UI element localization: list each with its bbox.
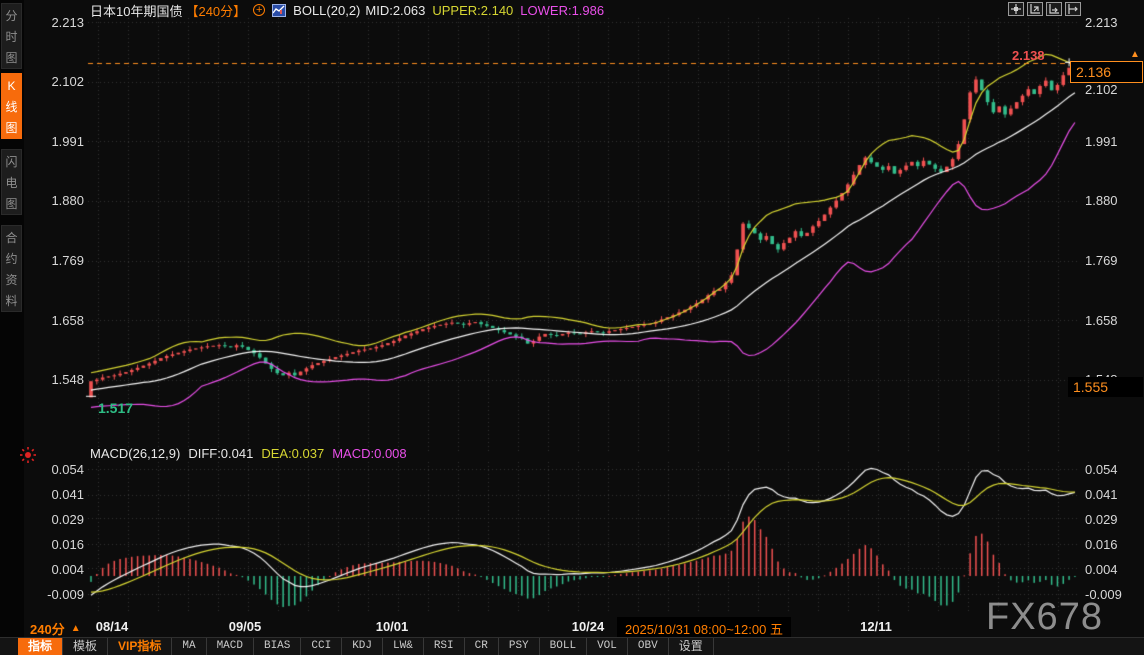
macd-ytick-left-0: 0.054 bbox=[51, 462, 84, 477]
tab-psy[interactable]: PSY bbox=[499, 638, 540, 655]
sidebar-item-contract-info[interactable]: 合约资料 bbox=[1, 225, 22, 312]
x-tick-0: 08/14 bbox=[95, 619, 129, 634]
sidebar-item-timeline[interactable]: 分时图 bbox=[1, 3, 22, 69]
x-tick-4: 12/11 bbox=[860, 619, 892, 634]
sidebar-item-flash[interactable]: 闪电图 bbox=[1, 149, 22, 215]
macd-ytick-left-3: 0.016 bbox=[51, 537, 84, 552]
macd-ytick-right-1: 0.041 bbox=[1085, 487, 1118, 502]
scroll-latest-icon[interactable]: ▲ bbox=[1130, 49, 1140, 60]
shift-right-icon[interactable] bbox=[1065, 2, 1081, 16]
macd-ytick-right-2: 0.029 bbox=[1085, 512, 1118, 527]
tab-cci[interactable]: CCI bbox=[301, 638, 343, 655]
main-ytick-right-0: 2.213 bbox=[1085, 15, 1118, 30]
main-ytick-left-5: 1.658 bbox=[51, 313, 84, 328]
axis-scale-x-icon[interactable] bbox=[1027, 2, 1043, 16]
macd-dea-value: DEA:0.037 bbox=[261, 446, 325, 461]
macd-ytick-left-4: 0.004 bbox=[51, 562, 84, 577]
chart-header: 日本10年期国债 【240分】 + BOLL(20,2) MID:2.063 U… bbox=[90, 2, 605, 19]
tab-vip-indicators[interactable]: VIP指标 bbox=[108, 638, 173, 655]
high-price-label: 2.138 bbox=[1012, 48, 1045, 63]
main-ytick-left-1: 2.102 bbox=[51, 74, 84, 89]
main-ytick-left-2: 1.991 bbox=[51, 134, 84, 149]
macd-macd-value: MACD:0.008 bbox=[332, 446, 407, 461]
main-ytick-right-5: 1.658 bbox=[1085, 313, 1118, 328]
macd-diff-value: DIFF:0.041 bbox=[188, 446, 254, 461]
x-tick-3: 10/24 bbox=[571, 619, 605, 634]
tab-boll[interactable]: BOLL bbox=[540, 638, 588, 655]
main-ytick-right-1: 2.102 bbox=[1085, 82, 1118, 97]
period-selector[interactable]: 240分 ▲ bbox=[30, 619, 81, 638]
macd-ytick-right-0: 0.054 bbox=[1085, 462, 1118, 477]
tab-vol[interactable]: VOL bbox=[587, 638, 628, 655]
chart-style-icon[interactable] bbox=[272, 3, 287, 17]
x-axis-row: 240分 ▲ 08/14 09/05 10/01 10/24 12/11 202… bbox=[0, 615, 1144, 640]
main-ytick-left-4: 1.769 bbox=[51, 253, 84, 268]
macd-ytick-right-5: -0.009 bbox=[1085, 587, 1122, 602]
main-ytick-right-2: 1.991 bbox=[1085, 134, 1118, 149]
chart-tools bbox=[1008, 2, 1081, 16]
main-ytick-right-4: 1.769 bbox=[1085, 253, 1118, 268]
session-low-label: 1.517 bbox=[98, 400, 134, 416]
up-arrow-icon: ▲ bbox=[70, 623, 81, 634]
boll-upper-value: UPPER:2.140 bbox=[432, 2, 514, 18]
starburst-icon[interactable] bbox=[20, 447, 36, 463]
x-tick-1: 09/05 bbox=[228, 619, 262, 634]
right-price-marker: 1.555 bbox=[1068, 377, 1143, 397]
macd-params-label: MACD(26,12,9) bbox=[90, 446, 181, 461]
period-label: 240分 bbox=[30, 622, 65, 637]
tab-templates[interactable]: 模板 bbox=[63, 638, 109, 655]
tab-settings[interactable]: 设置 bbox=[669, 638, 714, 655]
macd-ytick-left-2: 0.029 bbox=[51, 512, 84, 527]
main-ytick-left-0: 2.213 bbox=[51, 15, 84, 30]
main-ytick-right-3: 1.880 bbox=[1085, 193, 1118, 208]
period-badge[interactable]: 【240分】 bbox=[185, 3, 247, 19]
sidebar-item-kline[interactable]: K线图 bbox=[1, 73, 22, 139]
tab-obv[interactable]: OBV bbox=[628, 638, 669, 655]
tab-cr[interactable]: CR bbox=[465, 638, 499, 655]
boll-label: BOLL(20,2) bbox=[293, 2, 361, 18]
sidebar: 分时图 K线图 闪电图 合约资料 bbox=[0, 0, 24, 655]
macd-ytick-right-4: 0.004 bbox=[1085, 562, 1118, 577]
boll-lower-value: LOWER:1.986 bbox=[520, 2, 605, 18]
highlighted-date: 2025/10/31 08:00~12:00 五 bbox=[617, 617, 791, 640]
instrument-title: 日本10年期国债 bbox=[90, 3, 183, 19]
x-tick-2: 10/01 bbox=[375, 619, 409, 634]
tab-macd[interactable]: MACD bbox=[207, 638, 254, 655]
macd-ytick-right-3: 0.016 bbox=[1085, 537, 1118, 552]
macd-ytick-left-1: 0.041 bbox=[51, 487, 84, 502]
tab-ma[interactable]: MA bbox=[172, 638, 207, 655]
tab-bias[interactable]: BIAS bbox=[254, 638, 302, 655]
main-ytick-left-6: 1.548 bbox=[51, 372, 84, 387]
macd-ytick-left-5: -0.009 bbox=[47, 587, 84, 602]
watermark: FX678 bbox=[986, 596, 1103, 638]
tab-indicators[interactable]: 指标 bbox=[18, 638, 64, 655]
circle-plus-icon[interactable]: + bbox=[253, 4, 266, 16]
indicator-toolbar: 指标 模板 VIP指标 MA MACD BIAS CCI KDJ LW& RSI… bbox=[0, 637, 1144, 655]
tab-rsi[interactable]: RSI bbox=[424, 638, 465, 655]
tab-kdj[interactable]: KDJ bbox=[342, 638, 384, 655]
pan-icon[interactable] bbox=[1008, 2, 1024, 16]
last-price-box: 2.136 bbox=[1070, 61, 1143, 83]
axis-scale-y-icon[interactable] bbox=[1046, 2, 1062, 16]
macd-header: MACD(26,12,9) DIFF:0.041 DEA:0.037 MACD:… bbox=[90, 446, 407, 461]
main-ytick-left-3: 1.880 bbox=[51, 193, 84, 208]
boll-mid-value: MID:2.063 bbox=[365, 2, 426, 18]
tab-lw[interactable]: LW& bbox=[383, 638, 424, 655]
